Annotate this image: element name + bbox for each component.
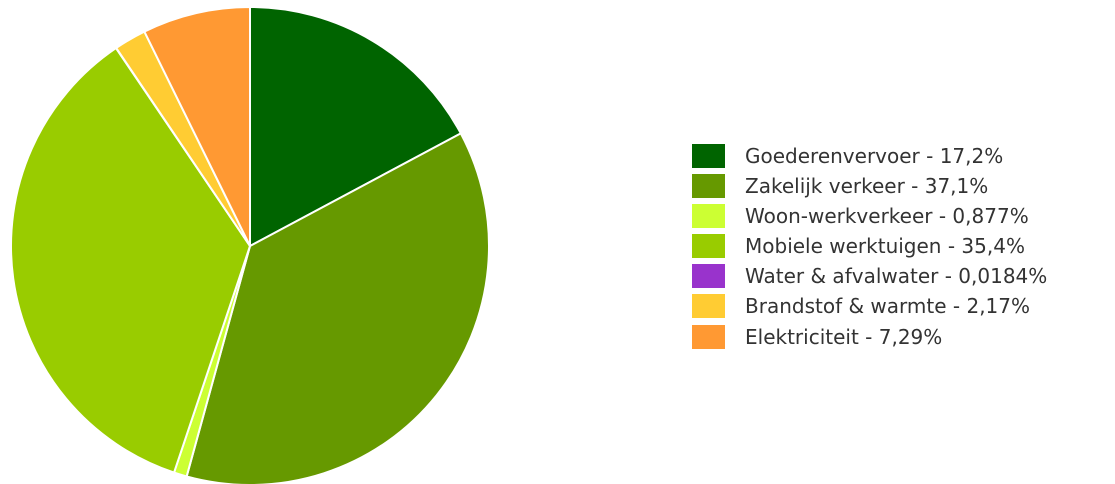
pie-plot [10, 6, 490, 484]
pie-slice-6 [143, 6, 251, 247]
legend-swatch [692, 143, 725, 168]
legend-item: Zakelijk verkeer - 37,1% [692, 171, 1112, 200]
legend-label: Woon-werkverkeer - 0,877% [745, 203, 1029, 228]
legend-label: Elektriciteit - 7,29% [745, 324, 943, 349]
legend-item: Woon-werkverkeer - 0,877% [692, 201, 1112, 230]
legend-swatch [692, 324, 725, 349]
pie-slice-3 [10, 47, 251, 474]
legend-swatch [692, 294, 725, 319]
legend-item: Brandstof & warmte - 2,17% [692, 292, 1112, 321]
legend-label: Zakelijk verkeer - 37,1% [745, 173, 989, 198]
legend-label: Water & afvalwater - 0,0184% [745, 264, 1048, 289]
pie-slice-1 [185, 132, 490, 484]
legend-swatch [692, 203, 725, 228]
legend-item: Goederenvervoer - 17,2% [692, 141, 1112, 170]
legend-label: Goederenvervoer - 17,2% [745, 143, 1004, 168]
legend-item: Elektriciteit - 7,29% [692, 322, 1112, 351]
legend-swatch [692, 173, 725, 198]
legend-item: Water & afvalwater - 0,0184% [692, 262, 1112, 291]
legend-label: Brandstof & warmte - 2,17% [745, 294, 1030, 319]
legend-swatch [692, 264, 725, 289]
legend: Goederenvervoer - 17,2% Zakelijk verkeer … [692, 141, 1112, 352]
legend-item: Mobiele werktuigen - 35,4% [692, 232, 1112, 261]
pie-slice-0 [249, 6, 462, 247]
legend-swatch [692, 234, 725, 259]
legend-label: Mobiele werktuigen - 35,4% [745, 234, 1025, 259]
